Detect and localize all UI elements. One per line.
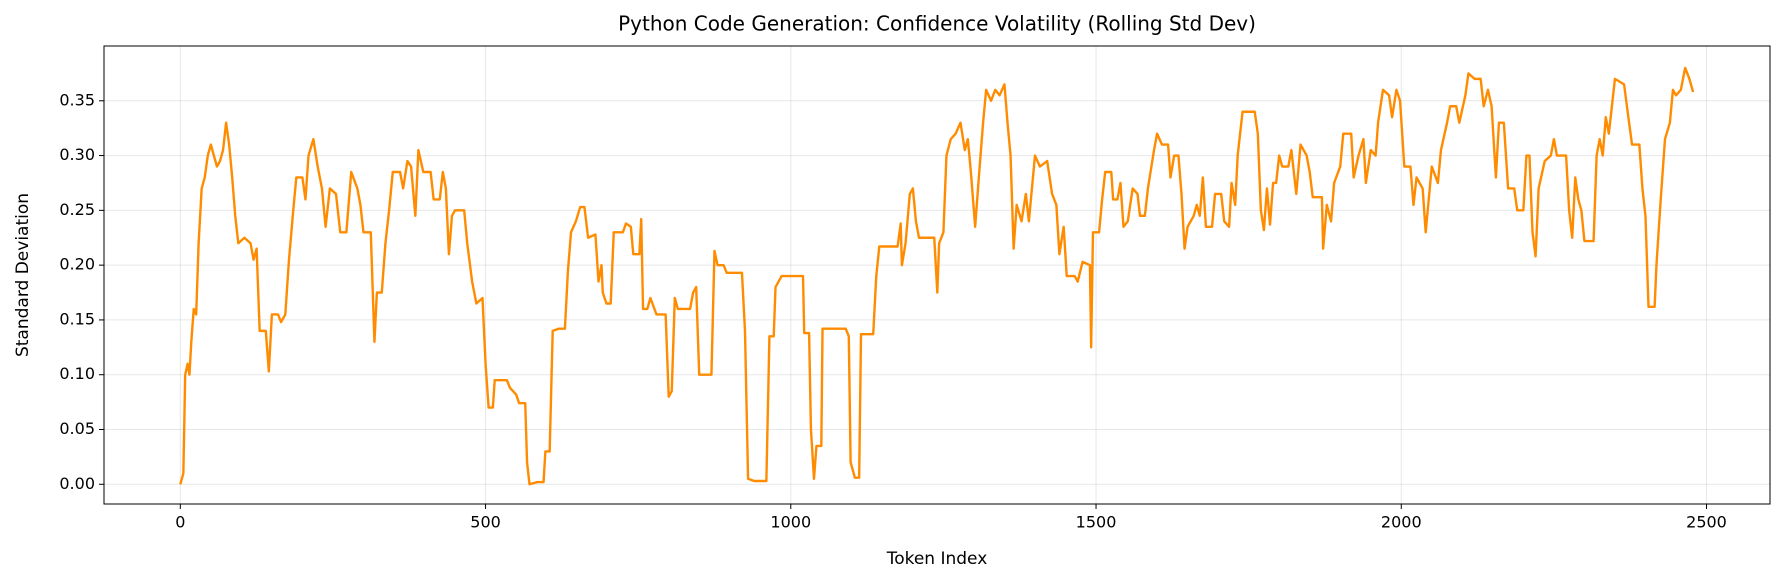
x-tick-label: 2000 xyxy=(1381,513,1422,532)
plot-frame xyxy=(103,45,1771,505)
chart-title: Python Code Generation: Confidence Volat… xyxy=(618,12,1256,36)
x-tick-label: 0 xyxy=(175,513,185,532)
y-tick-label: 0.15 xyxy=(59,309,95,328)
x-tick-label: 2500 xyxy=(1686,513,1727,532)
y-tick-label: 0.30 xyxy=(59,145,95,164)
y-tick-label: 0.35 xyxy=(59,90,95,109)
y-axis-label: Standard Deviation xyxy=(13,193,33,357)
y-tick-label: 0.05 xyxy=(59,419,95,438)
data-line xyxy=(179,66,1695,486)
x-tick-label: 500 xyxy=(470,513,501,532)
x-axis-label: Token Index xyxy=(886,549,988,569)
y-tick-label: 0.10 xyxy=(59,364,95,383)
y-tick-label: 0.00 xyxy=(59,474,95,493)
y-tick-label: 0.25 xyxy=(59,200,95,219)
x-tick-label: 1000 xyxy=(770,513,811,532)
x-tick-label: 1500 xyxy=(1076,513,1117,532)
y-tick-label: 0.20 xyxy=(59,255,95,274)
